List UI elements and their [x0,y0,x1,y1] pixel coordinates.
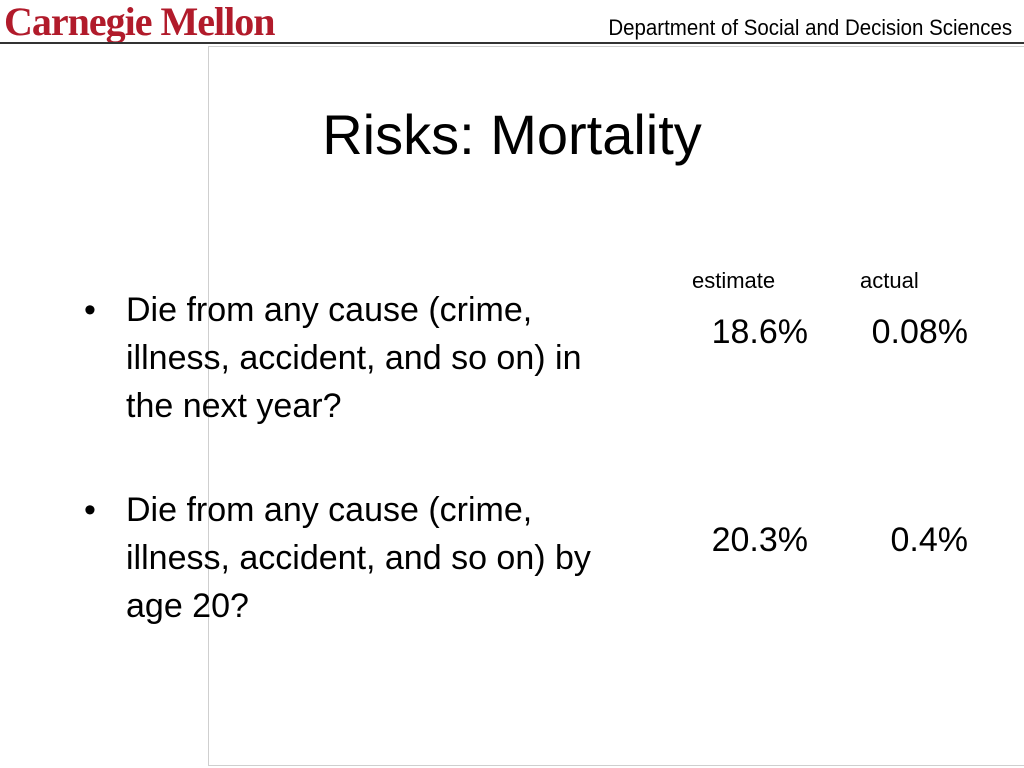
column-header-estimate: estimate [692,268,776,293]
estimate-value: 20.3% [711,521,808,559]
department-name: Department of Social and Decision Scienc… [608,15,1012,40]
actual-value: 0.4% [890,521,969,559]
bullet-item-by-age-20: • Die from any cause (crime, illness, ac… [84,486,624,630]
header-divider [0,42,1024,44]
estimate-value: 18.6% [711,313,808,351]
column-header-actual: actual [860,268,919,293]
content-frame [208,46,1024,766]
bullet-text: Die from any cause (crime, illness, acci… [126,491,591,625]
slide-title: Risks: Mortality [322,103,702,166]
actual-value: 0.08% [871,313,968,351]
bullet-marker: • [84,291,96,329]
bullet-marker: • [84,491,96,529]
bullet-item-next-year: • Die from any cause (crime, illness, ac… [84,286,624,430]
carnegie-mellon-logo: Carnegie Mellon [4,0,275,44]
bullet-text: Die from any cause (crime, illness, acci… [126,291,582,425]
